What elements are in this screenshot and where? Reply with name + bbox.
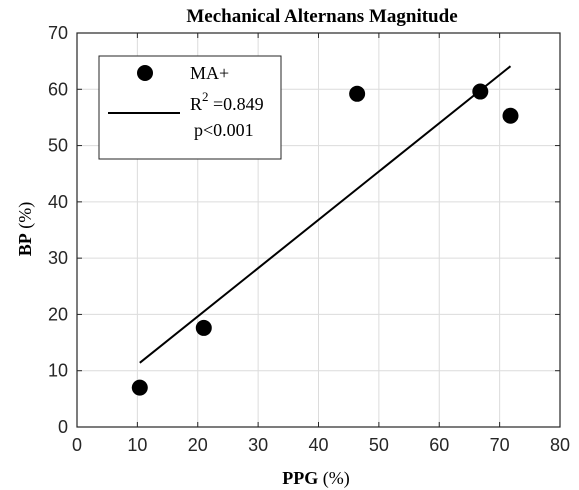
legend-box [98,55,282,160]
data-point [502,107,519,124]
x-axis-label-main: PPG [282,468,318,488]
chart-title: Mechanical Alternans Magnitude [186,6,457,27]
y-tick-label: 70 [48,23,68,43]
x-tick-label: 10 [127,435,147,455]
y-tick-label: 50 [48,136,68,156]
data-points [131,83,519,396]
y-tick-label: 60 [48,79,68,99]
x-tick-label: 20 [188,435,208,455]
x-tick-label: 80 [550,435,570,455]
data-point [349,85,366,102]
legend-marker-icon [137,65,153,81]
legend-r-squared: R2 =0.849 [190,89,264,114]
y-axis-ticks: 0 10 20 30 40 50 60 70 [48,23,560,437]
x-tick-label: 50 [369,435,389,455]
legend: MA+ R2 =0.849 p<0.001 [98,55,282,160]
regression-line [139,65,512,364]
data-point [472,83,489,100]
x-axis-ticks: 0 10 20 30 40 50 60 70 80 [72,33,570,455]
x-tick-label: 70 [490,435,510,455]
y-axis-label: BP (%) [15,202,36,257]
x-tick-label: 0 [72,435,82,455]
x-axis-label: PPG (%) [282,468,349,489]
y-tick-label: 40 [48,192,68,212]
y-tick-label: 20 [48,304,68,324]
x-axis-label-unit: (%) [318,468,349,489]
legend-series-label: MA+ [190,63,229,83]
y-axis-label-main: BP [15,233,35,256]
y-axis-label-unit: (%) [15,202,36,233]
y-tick-label: 0 [58,417,68,437]
x-tick-label: 30 [248,435,268,455]
y-tick-label: 30 [48,248,68,268]
y-tick-label: 10 [48,361,68,381]
legend-p-value: p<0.001 [194,120,254,140]
regression-fit-layer [139,65,512,364]
data-point [131,379,148,396]
x-tick-label: 40 [308,435,328,455]
data-point [195,319,212,336]
x-tick-label: 60 [429,435,449,455]
